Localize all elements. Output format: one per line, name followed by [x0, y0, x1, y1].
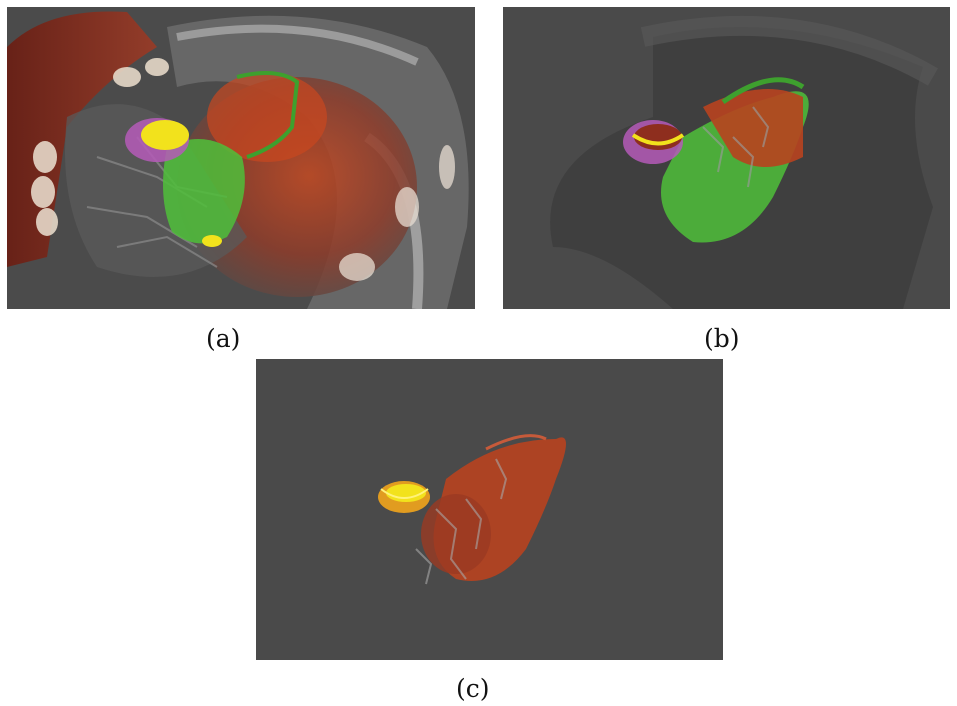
render-panel-a — [7, 7, 475, 309]
render-panel-b — [503, 7, 950, 309]
render-panel-c — [256, 359, 723, 660]
caption-b: (b) — [704, 324, 740, 353]
caption-c: (c) — [456, 674, 490, 703]
render-image-c — [256, 359, 723, 660]
caption-a: (a) — [206, 324, 241, 353]
render-image-a — [7, 7, 475, 309]
render-image-b — [503, 7, 950, 309]
